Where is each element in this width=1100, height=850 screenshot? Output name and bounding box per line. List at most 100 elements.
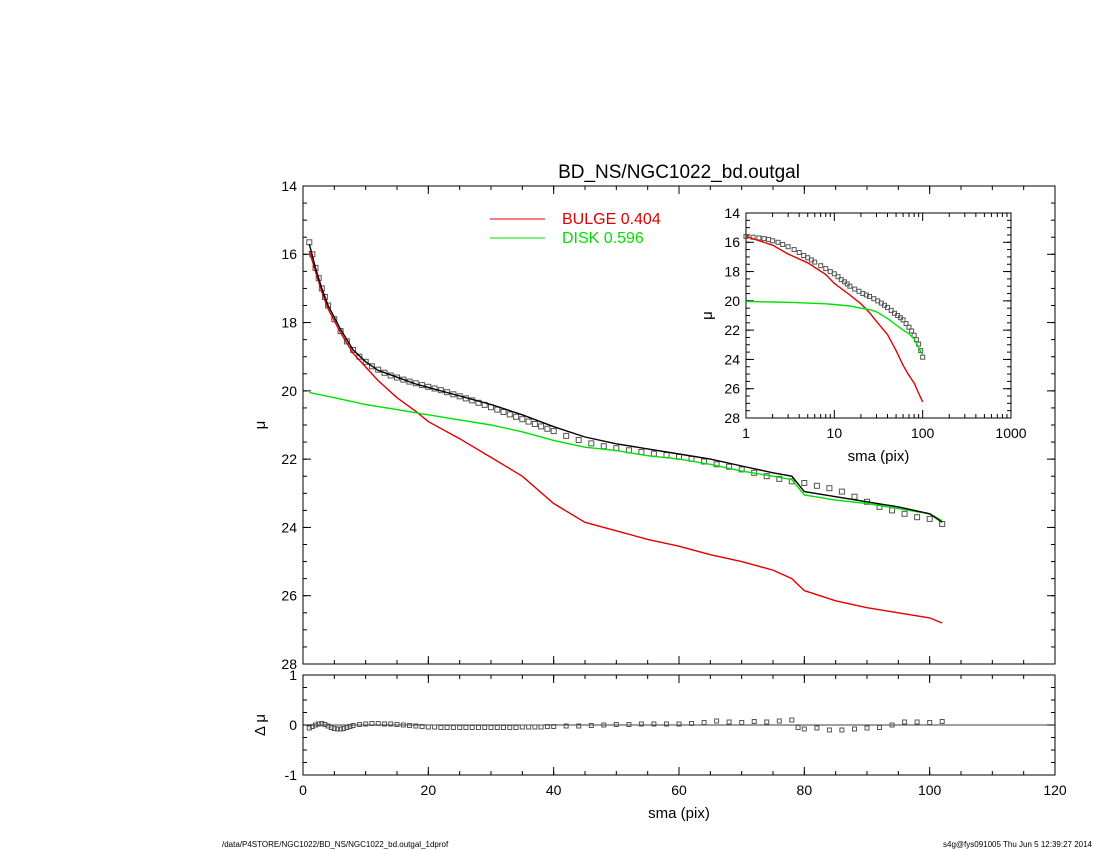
y-tick-label: 0 — [289, 717, 297, 733]
data-point — [795, 725, 801, 730]
x-tick-label: 20 — [421, 782, 437, 798]
data-point — [701, 458, 708, 465]
data-point — [939, 719, 945, 724]
footer-file-path: /data/P4STORE/NGC1022/BD_NS/NGC1022_bd.o… — [222, 840, 449, 849]
data-point — [313, 722, 318, 728]
data-point — [780, 242, 786, 247]
series-line-disk — [745, 300, 924, 356]
data-point — [847, 283, 853, 289]
y-tick-label: 20 — [724, 293, 740, 309]
data-point — [316, 721, 322, 727]
data-point — [823, 266, 829, 272]
series-line-model — [308, 243, 943, 523]
data-point — [877, 725, 882, 730]
data-point — [738, 466, 745, 473]
data-point — [526, 724, 532, 730]
data-point — [575, 437, 582, 443]
data-point — [525, 418, 532, 425]
data-point — [347, 724, 353, 729]
x-tick-label: 120 — [1043, 782, 1067, 798]
data-point — [381, 369, 388, 376]
data-point — [331, 726, 337, 731]
inset-log-profile-chart: 1 10 100 1000 14 16 18 20 22 24 26 28 sma (pix) μ — [699, 205, 1027, 465]
data-point — [664, 721, 669, 727]
data-point — [531, 421, 538, 427]
y-tick-label: 14 — [281, 178, 297, 194]
data-point — [914, 514, 921, 521]
data-point — [368, 363, 375, 370]
data-point — [419, 724, 425, 729]
x-axis-label: sma (pix) — [648, 805, 710, 822]
data-point — [689, 721, 694, 726]
y-tick-label: 18 — [724, 263, 740, 279]
chart-title: BD_NS/NGC1022_bd.outgal — [558, 162, 800, 183]
data-point — [889, 507, 896, 514]
y-tick-label: 1 — [289, 667, 297, 683]
data-point — [613, 722, 619, 727]
y-tick-label: -1 — [285, 767, 298, 783]
data-point — [319, 721, 325, 726]
data-point — [839, 727, 845, 733]
data-point — [663, 452, 670, 458]
data-point — [801, 480, 808, 486]
data-point — [914, 719, 920, 725]
data-point — [513, 725, 519, 730]
y-tick-label: 20 — [281, 383, 297, 399]
data-point — [335, 726, 340, 732]
data-point — [601, 722, 607, 728]
data-point — [432, 724, 438, 730]
x-axis-label: sma (pix) — [848, 448, 910, 465]
data-point — [739, 720, 745, 725]
data-point — [494, 725, 500, 730]
data-point — [902, 719, 908, 725]
data-point — [344, 725, 350, 730]
data-point — [900, 317, 906, 323]
data-point — [563, 723, 569, 729]
data-point — [500, 409, 507, 415]
data-point — [544, 724, 550, 729]
data-point — [538, 724, 544, 730]
y-tick-label: 16 — [281, 246, 297, 262]
series-line-disk — [309, 391, 943, 522]
data-point — [626, 722, 632, 727]
data-point — [851, 493, 858, 500]
data-point — [920, 354, 926, 360]
series-line-bulge — [308, 250, 943, 624]
data-point — [812, 259, 818, 265]
y-tick-label: 26 — [724, 381, 740, 397]
data-point — [394, 722, 400, 727]
data-point — [818, 263, 824, 269]
data-point — [507, 725, 513, 730]
series-line-bulge — [745, 235, 924, 403]
data-point — [889, 722, 895, 728]
data-point — [382, 721, 387, 727]
data-point — [588, 723, 594, 728]
data-point — [519, 416, 526, 423]
data-point — [751, 719, 757, 724]
data-point — [801, 726, 807, 732]
data-point — [544, 425, 551, 432]
data-point — [350, 723, 356, 728]
x-tick-label: 0 — [299, 782, 307, 798]
data-point — [901, 510, 908, 517]
data-point — [475, 399, 482, 406]
y-tick-label: 26 — [281, 588, 297, 604]
data-point — [713, 461, 720, 468]
data-point — [469, 725, 475, 730]
x-tick-label: 100 — [918, 782, 942, 798]
legend-entry: DISK 0.596 — [562, 230, 644, 247]
data-point — [764, 719, 770, 725]
data-point — [791, 247, 797, 253]
data-point — [506, 411, 513, 418]
inset-background — [746, 213, 1011, 418]
y-tick-label: 22 — [281, 451, 297, 467]
data-point — [835, 274, 841, 280]
x-tick-label: 60 — [671, 782, 687, 798]
data-point — [726, 463, 733, 470]
legend-entry: BULGE 0.404 — [562, 211, 661, 228]
x-tick-label: 1 — [742, 425, 750, 441]
data-point — [826, 727, 832, 733]
data-point — [926, 515, 933, 522]
data-point — [457, 725, 463, 730]
